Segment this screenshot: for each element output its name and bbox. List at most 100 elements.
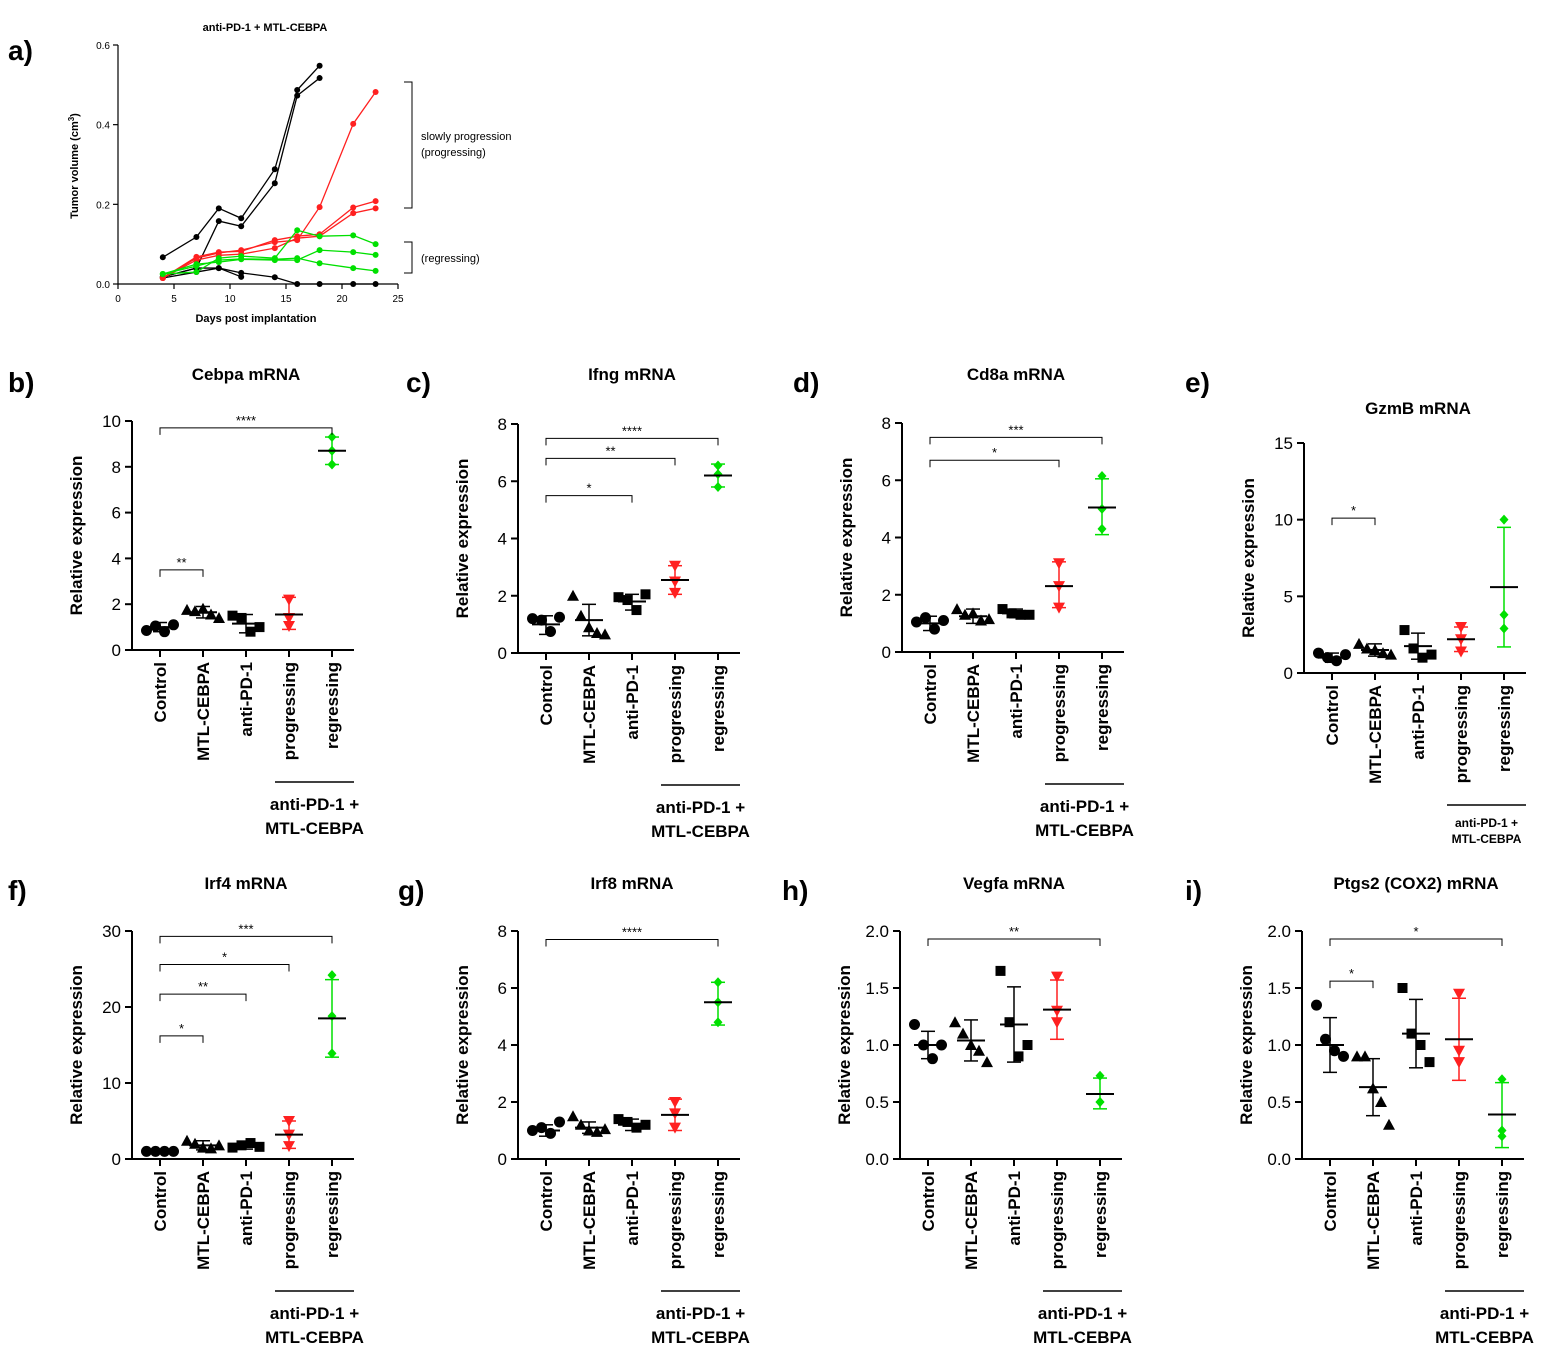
combo-label: MTL-CEBPA <box>1452 832 1522 846</box>
significance-label: **** <box>236 413 256 428</box>
y-tick-label: 10 <box>102 1074 121 1093</box>
y-tick-label: 2.0 <box>1267 922 1291 941</box>
data-point <box>997 604 1008 615</box>
y-tick-label: 4 <box>498 530 507 549</box>
combo-label: anti-PD-1 + <box>1440 1304 1529 1323</box>
panel-letter-e: e) <box>1185 367 1210 398</box>
x-tick-label: progressing <box>280 1171 299 1269</box>
panel-g: g) Irf8 mRNA 0 2 4 6 8 Relative expression Contr… <box>398 874 750 1347</box>
data-point <box>995 965 1006 976</box>
panel-letter-h: h) <box>782 875 808 906</box>
y-tick-label: 6 <box>498 979 507 998</box>
x-tick-label: anti-PD-1 <box>1007 664 1026 739</box>
data-point <box>983 613 995 625</box>
bracket-regressing <box>404 241 413 274</box>
y-axis-label: Relative expression <box>837 458 856 618</box>
data-point <box>1375 1096 1387 1107</box>
combo-label: anti-PD-1 + <box>1040 797 1129 816</box>
data-point <box>981 1056 993 1068</box>
significance-label: * <box>222 949 227 964</box>
data-point <box>227 610 238 621</box>
combo-label: anti-PD-1 + <box>656 1304 745 1323</box>
y-axis-label-sup: 3 <box>67 116 76 121</box>
x-tick-label: Control <box>919 1171 938 1231</box>
y-tick-label: 8 <box>498 922 507 941</box>
data-point-red-1 <box>372 89 379 96</box>
y-tick-label: 15 <box>1274 434 1293 453</box>
data-point-black-3 <box>271 274 278 281</box>
y-tick-label: 0 <box>112 1150 121 1169</box>
combo-label: MTL-CEBPA <box>1035 821 1134 840</box>
data-point <box>213 1139 225 1151</box>
data-point <box>631 1122 642 1133</box>
data-point <box>567 1110 579 1122</box>
data-point-green-3 <box>238 255 245 262</box>
x-tick-label: MTL-CEBPA <box>964 664 983 763</box>
y-tick-label: 10 <box>102 412 121 431</box>
y-tick-label: 0.2 <box>96 200 110 211</box>
data-point-red-1 <box>350 120 357 127</box>
y-tick-label: 0 <box>882 643 891 662</box>
data-point <box>1351 1050 1363 1062</box>
x-tick-label: anti-PD-1 <box>1407 1171 1426 1246</box>
bracket-progressing <box>404 81 413 209</box>
significance-bracket <box>545 495 633 503</box>
x-tick-label: anti-PD-1 <box>1409 685 1428 760</box>
y-tick-label: 10 <box>1274 511 1293 530</box>
data-point-black-1 <box>159 254 166 261</box>
panel-b: b) Cebpa mRNA 0 2 4 6 8 10 Relative expression Co… <box>8 365 364 838</box>
panel-letter-a: a) <box>8 35 33 66</box>
panel-h: h) Vegfa mRNA 0.0 0.5 1.0 1.5 2.0 Relative expr… <box>782 874 1132 1347</box>
y-tick-label: 20 <box>102 998 121 1017</box>
data-point-green-1 <box>316 233 323 240</box>
data-point <box>1359 1050 1371 1062</box>
x-tick-label: regressing <box>1091 1171 1110 1258</box>
x-tick-label: Control <box>1323 685 1342 745</box>
x-tick-label: MTL-CEBPA <box>580 665 599 764</box>
panel-e: e) GzmB mRNA 0 5 10 15 Relative expression Cont… <box>1185 367 1526 846</box>
y-axis-label: Relative expression <box>1239 478 1258 638</box>
significance-bracket <box>1331 517 1376 526</box>
x-tick-label: anti-PD-1 <box>237 1171 256 1246</box>
x-tick-label: 25 <box>392 294 404 305</box>
bracket-regressing-label: (regressing) <box>421 253 480 265</box>
combo-label: MTL-CEBPA <box>1435 1328 1534 1347</box>
significance-bracket <box>159 993 247 1002</box>
significance-bracket <box>159 569 204 577</box>
y-axis-label: Relative expression <box>67 456 86 616</box>
y-tick-label: 5 <box>1284 587 1293 606</box>
x-tick-label: progressing <box>666 1171 685 1269</box>
data-point <box>1497 1074 1507 1085</box>
x-tick-label: MTL-CEBPA <box>194 1171 213 1270</box>
x-tick-label: 20 <box>336 294 348 305</box>
data-point-green-3 <box>271 256 278 263</box>
data-point <box>1320 1033 1331 1045</box>
y-tick-label: 6 <box>112 504 121 523</box>
data-point <box>168 619 179 631</box>
data-point <box>1353 637 1365 649</box>
bracket-progressing-label: (progressing) <box>421 147 486 159</box>
panel-letter-d: d) <box>793 367 819 398</box>
data-point <box>613 592 624 603</box>
data-point <box>245 626 256 637</box>
x-tick-label: MTL-CEBPA <box>1366 685 1385 784</box>
x-axis-label: Days post implantation <box>195 313 316 325</box>
chart-title: Ptgs2 (COX2) mRNA <box>1333 874 1498 893</box>
x-tick-label: anti-PD-1 <box>623 665 642 740</box>
chart-title: Cd8a mRNA <box>967 365 1065 384</box>
data-point-green-3 <box>294 255 301 262</box>
y-axis-label-main: Tumor volume (cm <box>69 121 81 219</box>
significance-bracket <box>927 938 1101 946</box>
combo-label: anti-PD-1 + <box>270 1304 359 1323</box>
x-tick-label: 10 <box>224 294 236 305</box>
y-axis-label: Relative expression <box>835 965 854 1125</box>
y-tick-label: 4 <box>882 529 891 548</box>
y-tick-label: 2 <box>112 595 121 614</box>
data-point-green-1 <box>372 241 379 248</box>
x-tick-label: regressing <box>709 1171 728 1258</box>
combo-label: MTL-CEBPA <box>651 822 750 841</box>
data-point-black-2 <box>316 75 323 82</box>
y-tick-label: 6 <box>882 471 891 490</box>
x-tick-label: MTL-CEBPA <box>1364 1171 1383 1270</box>
